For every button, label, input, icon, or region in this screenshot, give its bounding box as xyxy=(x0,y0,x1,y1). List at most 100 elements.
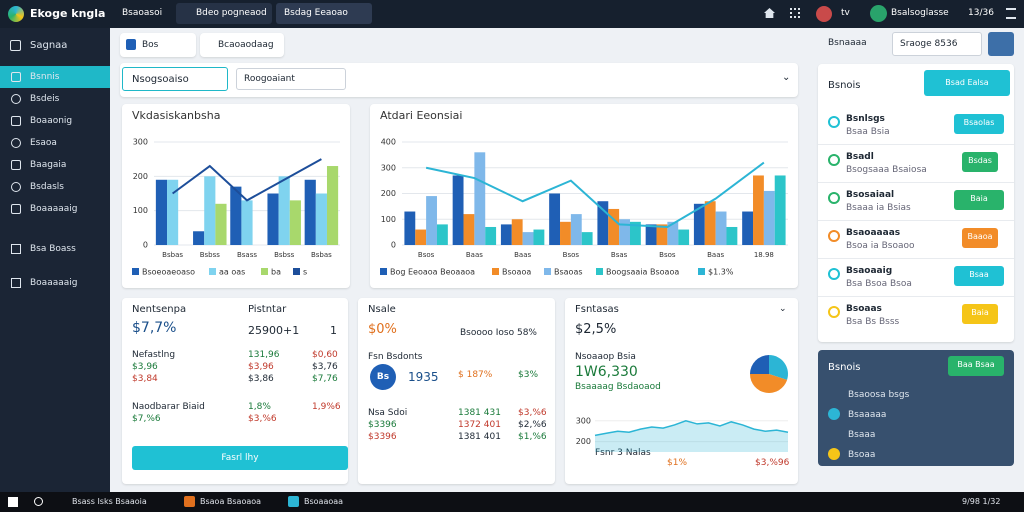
toolbar-tab: Bos xyxy=(142,40,159,50)
area xyxy=(595,420,788,452)
select[interactable] xyxy=(122,67,228,91)
x-tick-label: Bsos xyxy=(659,251,676,259)
cell: $1,%6 xyxy=(518,432,547,442)
cell: $3% xyxy=(518,370,539,380)
cell: $3,%6 xyxy=(518,408,547,418)
search-icon[interactable] xyxy=(34,497,43,506)
button[interactable]: Baaoa xyxy=(962,228,998,248)
start-icon[interactable] xyxy=(8,497,18,507)
cell: $3,96 xyxy=(248,362,274,372)
button[interactable]: Bsad Ealsa xyxy=(924,70,1010,96)
menu[interactable]: Bsaoasoi xyxy=(122,8,163,18)
pie-slice xyxy=(750,374,788,393)
pie-slice xyxy=(750,355,769,374)
nav-section[interactable]: Boaaaaaig xyxy=(30,278,78,288)
chart: Vkdasiskanbsha 0 100 200 300 Bsbas Bsbss Bsass B… xyxy=(132,109,340,277)
item-icon xyxy=(828,192,840,204)
bar xyxy=(570,214,582,245)
chart-card: Vkdasiskanbsha 0 100 200 300 Bsbas Bsbss Bsass B… xyxy=(122,104,350,288)
bar xyxy=(426,196,437,245)
search[interactable] xyxy=(892,32,982,56)
item-sub: Bsoa ia Bsoaoo xyxy=(846,241,915,251)
button[interactable]: Fasrl lhy xyxy=(132,446,348,470)
taskbar-item[interactable]: Bsass Isks Bsaaoia xyxy=(72,497,147,506)
bar xyxy=(704,201,716,245)
legend-label: Boogsaaia Bsoaoa xyxy=(606,268,679,277)
badge: Bs xyxy=(370,364,396,390)
nav-icon xyxy=(11,182,21,192)
cell: $3,84 xyxy=(132,374,158,384)
cell: 1372 401 xyxy=(458,420,501,430)
filter[interactable] xyxy=(236,68,346,90)
card-value: $7,7% xyxy=(132,320,177,336)
header-tab[interactable]: Bsdag Eeaoao xyxy=(284,8,348,18)
home-icon[interactable] xyxy=(764,8,775,18)
sparkline: 200 300 xyxy=(576,416,789,452)
button[interactable]: Baa Bsaa xyxy=(948,356,1004,376)
taskbar: 9/98 1/32 Bsass Isks Bsaaoia Bsaoa Bsaoao… xyxy=(0,492,1024,512)
tab-box xyxy=(176,3,272,24)
footer-text: $1% xyxy=(667,458,688,468)
item-icon xyxy=(828,448,840,460)
avatar[interactable] xyxy=(816,6,832,22)
line xyxy=(172,158,322,202)
tab[interactable] xyxy=(200,33,284,57)
nav-icon xyxy=(11,94,21,104)
user[interactable]: Bsalsoglasse xyxy=(891,8,949,18)
taskbar-item[interactable]: Bsoaaoaa xyxy=(304,497,344,506)
bar xyxy=(629,221,641,245)
cell: $3,76 xyxy=(312,362,338,372)
bar xyxy=(155,179,168,245)
nav-item[interactable]: Bsdasls xyxy=(30,182,64,192)
y-tick-label: 200 xyxy=(133,172,148,181)
icon-button[interactable] xyxy=(988,32,1014,56)
nav-item[interactable]: Boaaonig xyxy=(30,116,73,126)
nav-section[interactable]: Bsa Boass xyxy=(30,244,76,254)
y-tick-label: 300 xyxy=(133,138,148,147)
legend-label: ba xyxy=(271,268,281,277)
cell: $3396 xyxy=(368,420,397,430)
card-value: 25900+1 xyxy=(248,324,300,337)
bar xyxy=(763,190,775,245)
nav-icon xyxy=(11,244,21,254)
cell: $0,60 xyxy=(312,350,338,360)
bar xyxy=(533,229,545,245)
button[interactable]: Baia xyxy=(962,304,998,324)
avatar[interactable] xyxy=(870,5,887,22)
button[interactable]: Bsdas xyxy=(962,152,998,172)
divider xyxy=(818,182,1014,183)
menu-icon[interactable] xyxy=(1006,8,1016,19)
cell: 131,96 xyxy=(248,350,280,360)
nav-icon xyxy=(11,204,21,214)
nav-item[interactable]: Bsnnis xyxy=(30,72,60,82)
chevron[interactable]: ⌄ xyxy=(779,304,787,314)
button-label: Baa Bsaa xyxy=(957,360,995,369)
legend-label: aa oas xyxy=(219,268,245,277)
dark-item: Bsaoosa bsgs xyxy=(848,390,910,400)
nav-item[interactable]: Bsdeis xyxy=(30,94,60,104)
sidebar-title[interactable]: Sagnaa xyxy=(30,40,68,51)
button[interactable]: Bsaa xyxy=(954,266,1004,286)
bar xyxy=(241,200,253,245)
button[interactable]: Baia xyxy=(954,190,1004,210)
nav-item[interactable]: Esaoa xyxy=(30,138,57,148)
nav-item[interactable]: Boaaaaaig xyxy=(30,204,78,214)
taskbar-item[interactable]: Bsaoa Bsaoaoa xyxy=(200,497,262,506)
nav-item[interactable]: Baagaia xyxy=(30,160,67,170)
bar xyxy=(474,152,486,245)
bar xyxy=(315,193,327,245)
card-title: Nentsenpa xyxy=(132,304,187,315)
item-icon xyxy=(828,154,840,166)
bar xyxy=(415,229,427,245)
cell: 1381 401 xyxy=(458,432,501,442)
button-label: Bsaolas xyxy=(963,118,995,127)
chevron[interactable]: ⌄ xyxy=(782,72,791,83)
grid-icon[interactable] xyxy=(790,8,800,18)
time: 13/36 xyxy=(968,8,994,18)
bar xyxy=(678,229,690,245)
cell: $7,76 xyxy=(312,374,338,384)
header-tab[interactable]: Bdeo pogneaod xyxy=(196,8,267,18)
button[interactable]: Bsaolas xyxy=(954,114,1004,134)
dropdown[interactable]: Bsnaaaa xyxy=(828,38,867,48)
divider xyxy=(818,144,1014,145)
